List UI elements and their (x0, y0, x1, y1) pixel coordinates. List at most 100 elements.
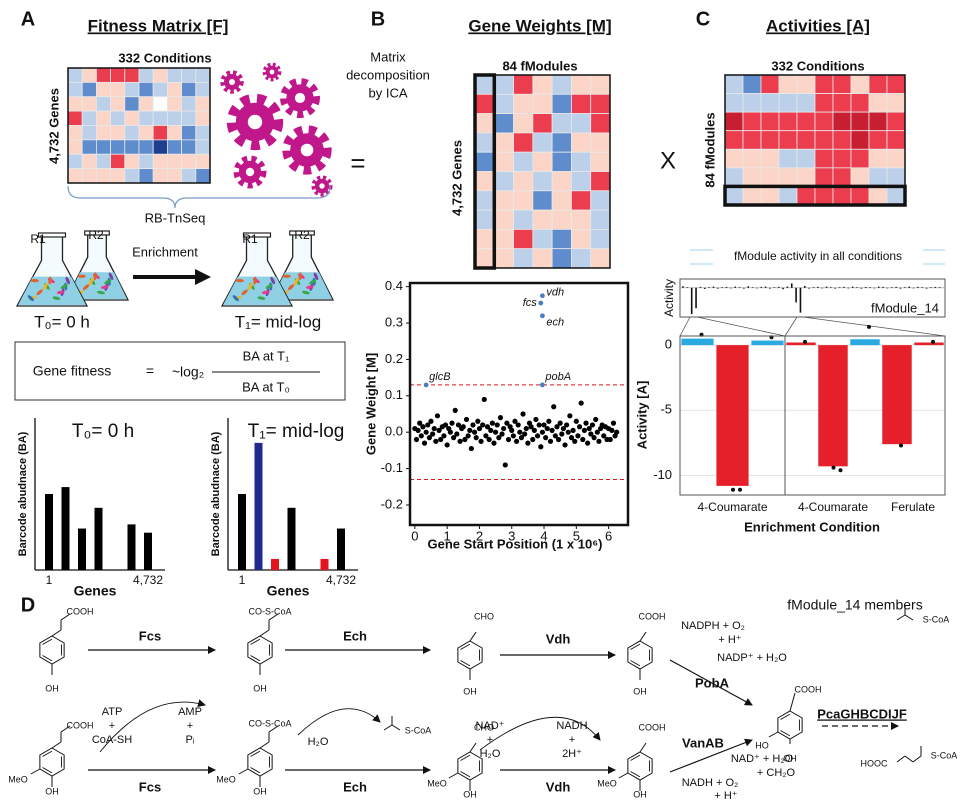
bacterium (298, 272, 302, 281)
fitness-matrix-cell (110, 125, 126, 141)
label: X (660, 147, 676, 174)
bar (716, 345, 749, 486)
bar (320, 558, 329, 570)
point-label: glcB (429, 371, 450, 383)
activity-matrix-cell (814, 130, 834, 150)
point (596, 438, 602, 444)
weight-matrix-cell (590, 151, 611, 172)
fitness-matrix-cell (195, 96, 211, 112)
weight-matrix-cell (513, 209, 534, 230)
activity-matrix-cell (832, 93, 852, 113)
structure-label: OH (253, 683, 267, 693)
gear-hole (300, 143, 314, 157)
enzyme-label: Vdh (546, 779, 571, 794)
activity-matrix-cell (868, 167, 888, 187)
point (413, 436, 420, 443)
weight-matrix-cell (474, 113, 495, 134)
flask-rim (242, 232, 272, 238)
point (525, 440, 531, 446)
weight-matrix-cell (513, 132, 534, 153)
bond (60, 725, 71, 733)
y-axis-label: Barcode abudnace (BA) (17, 431, 29, 556)
structure-label: HO (755, 740, 769, 750)
point (528, 424, 534, 430)
structure-label: CO-S-CoA (248, 718, 291, 728)
weight-matrix-cell (571, 74, 592, 95)
cofactor-label: ATP (102, 706, 123, 718)
double-bond (250, 750, 261, 757)
label: ~log₂ (172, 364, 204, 380)
benzene-ring (39, 747, 65, 777)
weight-matrix-cell (493, 190, 514, 211)
point (494, 422, 500, 428)
bar (238, 494, 246, 570)
activity-matrix-cell (724, 167, 744, 187)
panel-frame (784, 335, 946, 496)
bacterium (313, 272, 319, 280)
fitness-matrix-cell (152, 110, 168, 126)
gear-hole (229, 79, 235, 85)
weight-matrix-cell (532, 171, 553, 192)
fitness-matrix-cell (166, 168, 182, 184)
bar (681, 338, 714, 346)
weight-matrix-cell (590, 132, 611, 153)
point (489, 420, 495, 426)
point (534, 433, 541, 439)
activity-matrix-cell (760, 148, 780, 169)
gear-hole (245, 167, 255, 177)
x-tick-label: 4 (540, 528, 547, 543)
point (589, 422, 596, 428)
activity-matrix-cell (868, 130, 888, 150)
fitness-matrix-cell (81, 110, 97, 126)
fitness-matrix-cell (181, 153, 197, 170)
weight-matrix-cell (571, 190, 592, 211)
activity-matrix-cell (868, 186, 888, 206)
point (480, 422, 486, 428)
bacterium (65, 276, 70, 285)
gear-hole (269, 69, 275, 75)
cofactor-label: + CH₂O (757, 767, 796, 779)
fitness-matrix-cell (138, 96, 154, 112)
y-axis-label: Gene Weight [M] (363, 353, 378, 455)
activity-matrix-cell (832, 186, 852, 206)
point (496, 435, 502, 441)
weight-matrix-cell (532, 74, 553, 95)
enzyme-label: VanAB (682, 735, 724, 750)
enzyme-label: Ech (343, 628, 367, 643)
fitness-matrix-cell (124, 153, 140, 170)
weight-matrix-cell (513, 248, 534, 269)
weight-matrix-cell (532, 113, 553, 134)
point (468, 445, 474, 452)
fitness-matrix-cell (152, 125, 168, 141)
activity-matrix-cell (742, 148, 762, 169)
fitness-matrix-cell (181, 110, 197, 126)
point (572, 438, 578, 444)
weight-matrix-cell (493, 228, 514, 250)
point (484, 424, 491, 430)
bond (904, 755, 914, 763)
label: RB-TnSeq (145, 210, 206, 225)
bacterium (60, 283, 68, 289)
point (609, 427, 615, 433)
bacterium (305, 285, 314, 289)
x-tick-label: 4,732 (326, 573, 356, 587)
x-tick-label: 2 (476, 528, 483, 543)
gear-teeth (220, 70, 244, 94)
point (418, 433, 424, 439)
point (488, 427, 494, 433)
bond (51, 741, 62, 749)
point (481, 396, 487, 403)
point (449, 420, 455, 426)
bacterium (257, 296, 266, 300)
x-tick-label: 4-Coumarate (798, 500, 868, 514)
flask-rim (84, 230, 110, 236)
fitness-matrix-cell (96, 153, 112, 170)
activity-matrix-cell (850, 167, 870, 187)
point (591, 435, 597, 441)
double-bond (42, 767, 53, 774)
replicate-point (838, 468, 843, 473)
structure-label: OH (463, 686, 477, 696)
x-tick-label: 1 (239, 573, 246, 587)
fitness-matrix-cell (81, 67, 97, 83)
structure-label: HOOC (861, 758, 889, 768)
